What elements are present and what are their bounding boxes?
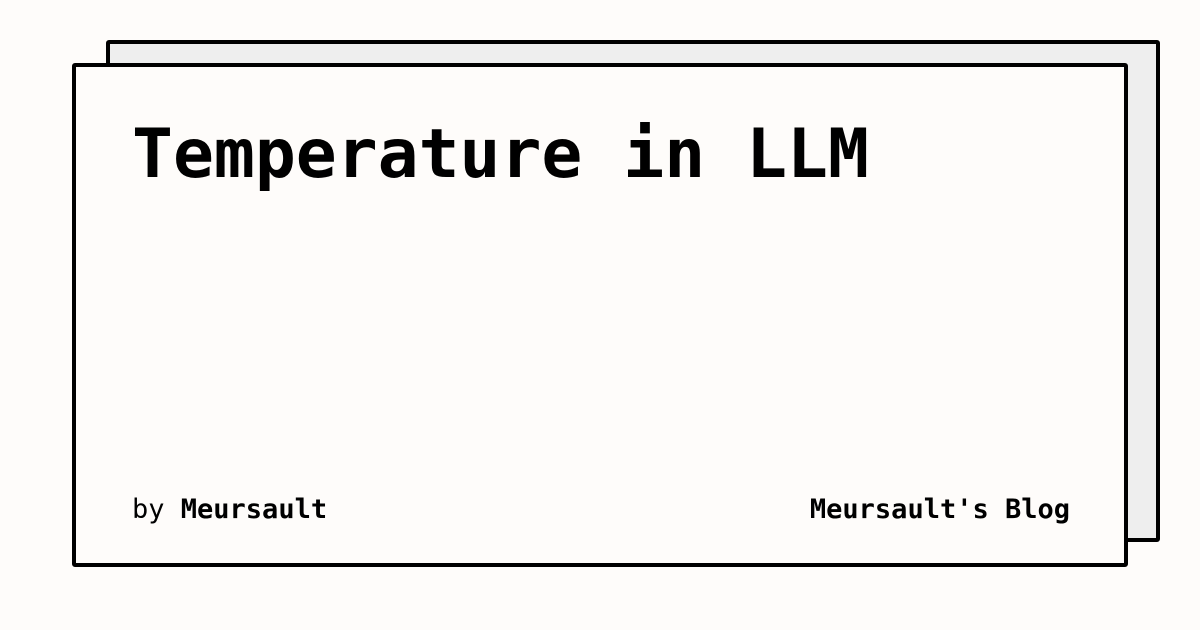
byline-prefix: by: [132, 494, 165, 525]
post-title: Temperature in LLM: [132, 115, 869, 194]
author-name: Meursault: [180, 494, 328, 525]
byline: by Meursault: [132, 492, 327, 528]
post-card: Temperature in LLM by Meursault Meursaul…: [72, 63, 1128, 567]
blog-name: Meursault's Blog: [809, 494, 1070, 525]
